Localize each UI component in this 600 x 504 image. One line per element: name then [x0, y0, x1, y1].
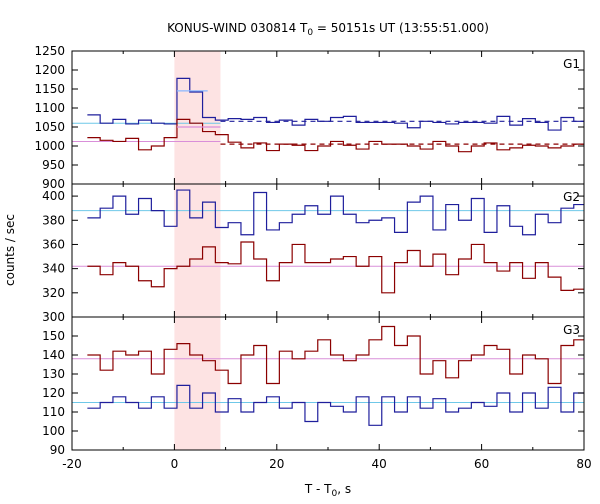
y-tick-label-g1: 900 — [42, 177, 65, 191]
x-axis-label-prefix: T - T — [304, 482, 332, 496]
series-g3-red-0 — [87, 325, 584, 385]
y-tick-label-g3: 140 — [42, 348, 65, 362]
x-tick-label: -20 — [62, 457, 82, 471]
y-tick-label-g1: 1000 — [34, 139, 65, 153]
y-tick-label-g1: 950 — [42, 158, 65, 172]
panel-label-g3: G3 — [563, 323, 580, 337]
y-tick-label-g1: 1250 — [34, 44, 65, 58]
panel-g1: 900 950 1000 1050 1100 1150 1200 1250 G1 — [34, 44, 585, 191]
x-tick-label: 0 — [171, 457, 179, 471]
y-tick-label-g3: 130 — [42, 367, 65, 381]
chart-title-subscript: 0 — [307, 28, 313, 38]
series-g3-blue-1 — [87, 384, 584, 426]
y-tick-label-g2: 300 — [42, 310, 65, 324]
chart-title: KONUS-WIND 030814 T0 = 50151s UT (13:55:… — [167, 21, 489, 38]
y-tick-label-g2: 340 — [42, 262, 65, 276]
series-g1-blue-0 — [87, 77, 584, 131]
x-axis-label: T - T0, s — [304, 482, 351, 499]
y-tick-label-g3: 100 — [42, 424, 65, 438]
shaded-interval-g3 — [174, 317, 221, 450]
y-tick-label-g3: 110 — [42, 405, 65, 419]
y-tick-label-g1: 1200 — [34, 63, 65, 77]
panel-frame-g3 — [71, 316, 585, 451]
y-tick-label-g3: 150 — [42, 329, 65, 343]
x-axis-label-suffix: , s — [337, 482, 351, 496]
x-tick-label: 60 — [474, 457, 489, 471]
y-tick-label-g2: 320 — [42, 286, 65, 300]
y-tick-label-g1: 1050 — [34, 120, 65, 134]
panel-g2: 300 320 340 360 380 400 G2 — [42, 183, 585, 324]
chart-title-suffix: = 50151s UT (13:55:51.000) — [313, 21, 489, 35]
y-tick-label-g2: 380 — [42, 213, 65, 227]
x-tick-label: 40 — [372, 457, 387, 471]
series-g2-red-1 — [87, 241, 584, 294]
shaded-interval-g2 — [174, 184, 221, 317]
panel-frame-g1 — [71, 50, 585, 185]
panel-frame-g2 — [71, 183, 585, 318]
panel-label-g2: G2 — [563, 190, 580, 204]
panel-label-g1: G1 — [563, 57, 580, 71]
chart-title-prefix: KONUS-WIND 030814 T — [167, 21, 308, 35]
y-tick-label-g3: 120 — [42, 386, 65, 400]
panels-group: 900950100010501100115012001250G130032034… — [34, 44, 591, 471]
series-g2-blue-0 — [87, 189, 584, 236]
y-tick-label-g1: 1100 — [34, 101, 65, 115]
x-tick-label: 20 — [269, 457, 284, 471]
x-tick-label: 80 — [576, 457, 591, 471]
series-g1-red-1 — [87, 118, 584, 153]
x-axis-label-subscript: 0 — [332, 489, 338, 499]
y-axis-label: counts / sec — [3, 214, 17, 286]
y-tick-label-g2: 400 — [42, 189, 65, 203]
y-tick-label-g2: 360 — [42, 237, 65, 251]
panel-g3: 90 100 110 120 130 140 150 G3 -20 0 20 40 60 80 — [42, 316, 592, 471]
y-tick-label-g3: 90 — [50, 443, 65, 457]
y-tick-label-g1: 1150 — [34, 82, 65, 96]
